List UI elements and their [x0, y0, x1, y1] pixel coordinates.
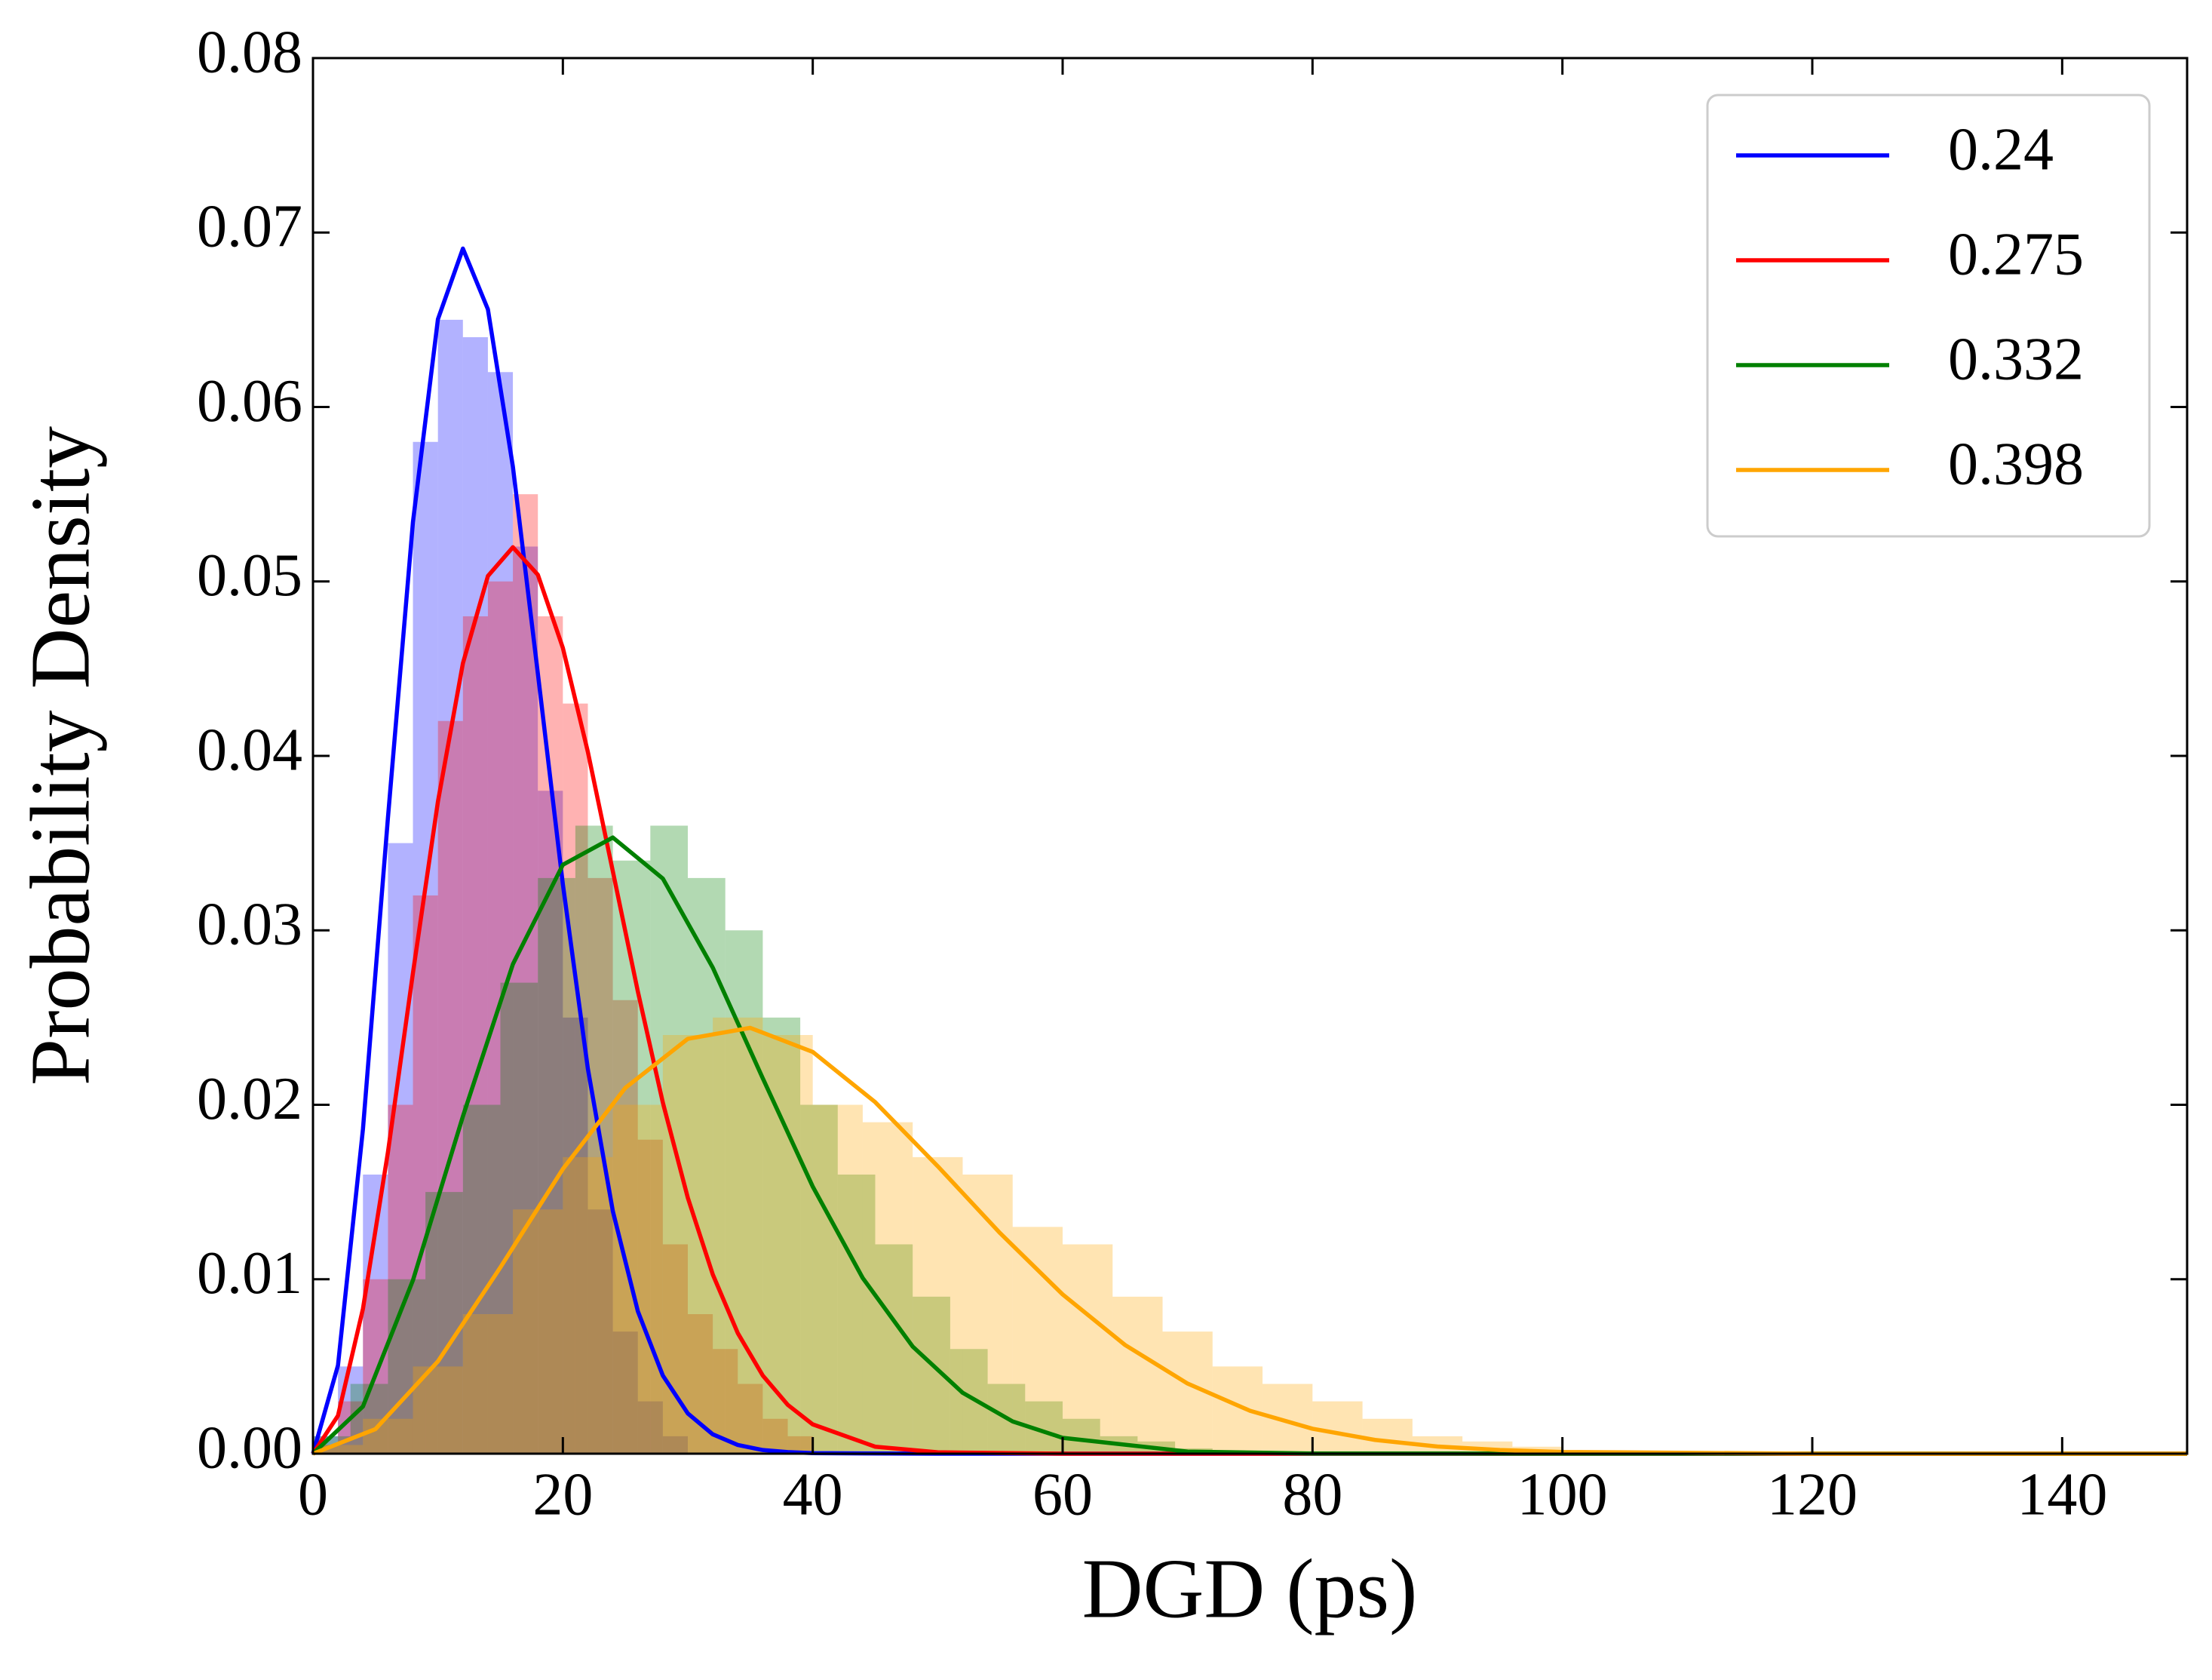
histogram-bar [637, 1401, 663, 1454]
histogram-bar [437, 319, 463, 1454]
histogram-bar [662, 1035, 713, 1454]
histogram-bar [612, 1104, 663, 1454]
histogram-bar [538, 616, 563, 1454]
x-tick-label: 100 [1517, 1461, 1608, 1528]
histogram-bar [650, 825, 688, 1454]
histogram-bar [662, 1436, 688, 1454]
histogram-bar [913, 1156, 963, 1454]
histogram-bar [538, 877, 575, 1454]
y-tick-label: 0.02 [197, 1066, 302, 1132]
x-tick-label: 60 [1032, 1461, 1093, 1528]
histogram-bar [738, 1384, 763, 1454]
x-tick-label: 140 [2017, 1461, 2107, 1528]
histogram-bar [662, 1244, 688, 1454]
y-tick-label: 0.06 [197, 368, 302, 435]
y-tick-label: 0.05 [197, 542, 302, 609]
x-tick-label: 20 [532, 1461, 593, 1528]
legend-label: 0.332 [1948, 326, 2084, 392]
legend-label: 0.398 [1948, 431, 2084, 497]
histogram-bar [637, 1139, 663, 1454]
histogram-bar [588, 877, 613, 1454]
histogram-bar [563, 1017, 588, 1454]
plot-area [311, 246, 2188, 1456]
histogram-bar [513, 546, 538, 1454]
fit-line [311, 545, 2187, 1456]
histogram-bar [688, 877, 726, 1454]
histogram-bar [487, 581, 514, 1454]
histogram-bar [800, 1104, 838, 1454]
histogram-bar [812, 1104, 863, 1454]
histogram-bar [837, 1175, 876, 1454]
histogram-bar [563, 703, 588, 1454]
x-tick-label: 80 [1282, 1461, 1342, 1528]
histogram-bar [538, 791, 563, 1454]
histogram-bar [425, 1192, 463, 1454]
histogram-bar [1262, 1384, 1313, 1454]
histogram-bar [313, 1445, 364, 1454]
histogram-bar [1012, 1227, 1063, 1454]
legend-label: 0.275 [1948, 221, 2084, 287]
fit-line [311, 1025, 2187, 1456]
histogram-bar [413, 895, 438, 1454]
legend-label: 0.24 [1948, 116, 2054, 183]
histogram-bar [1362, 1418, 1413, 1454]
histogram-bar [363, 1279, 388, 1454]
histogram-bar [388, 843, 413, 1454]
histogram-bar [787, 1436, 813, 1454]
x-tick-label: 0 [298, 1461, 328, 1528]
histogram-bar [563, 1156, 613, 1454]
histogram-bar [1312, 1401, 1363, 1454]
histogram-bar [762, 1418, 788, 1454]
legend-box [1706, 94, 2151, 538]
histogram-bar [575, 825, 613, 1454]
histogram-bar [612, 1331, 638, 1454]
histogram-bar [462, 337, 488, 1454]
histogram-bar [588, 1209, 613, 1454]
x-tick-label: 40 [783, 1461, 843, 1528]
y-tick-label: 0.08 [197, 19, 302, 85]
histogram-bar [1112, 1296, 1163, 1454]
y-tick-label: 0.07 [197, 194, 302, 260]
histogram-bar [962, 1175, 1013, 1454]
x-axis-label: DGD (ps) [1082, 1543, 1418, 1636]
histogram-bar [513, 1209, 563, 1454]
y-tick-label: 0.01 [197, 1240, 302, 1307]
histogram-bar [875, 1244, 913, 1454]
histogram-bar [713, 1017, 763, 1454]
histogram-bar [1063, 1244, 1113, 1454]
histogram-bar [462, 1314, 514, 1454]
y-tick-label: 0.03 [197, 892, 302, 958]
y-axis-label: Probability Density [14, 426, 108, 1086]
x-tick-label: 120 [1767, 1461, 1858, 1528]
histogram-bar [1063, 1418, 1100, 1454]
legend: 0.24 0.275 0.332 0.398 [1706, 94, 2151, 538]
histogram-bar [388, 1279, 426, 1454]
fit-line [311, 246, 2187, 1456]
histogram-bar [363, 1418, 413, 1454]
y-tick-label: 0.04 [197, 717, 302, 783]
y-tick-label: 0.00 [197, 1414, 302, 1481]
